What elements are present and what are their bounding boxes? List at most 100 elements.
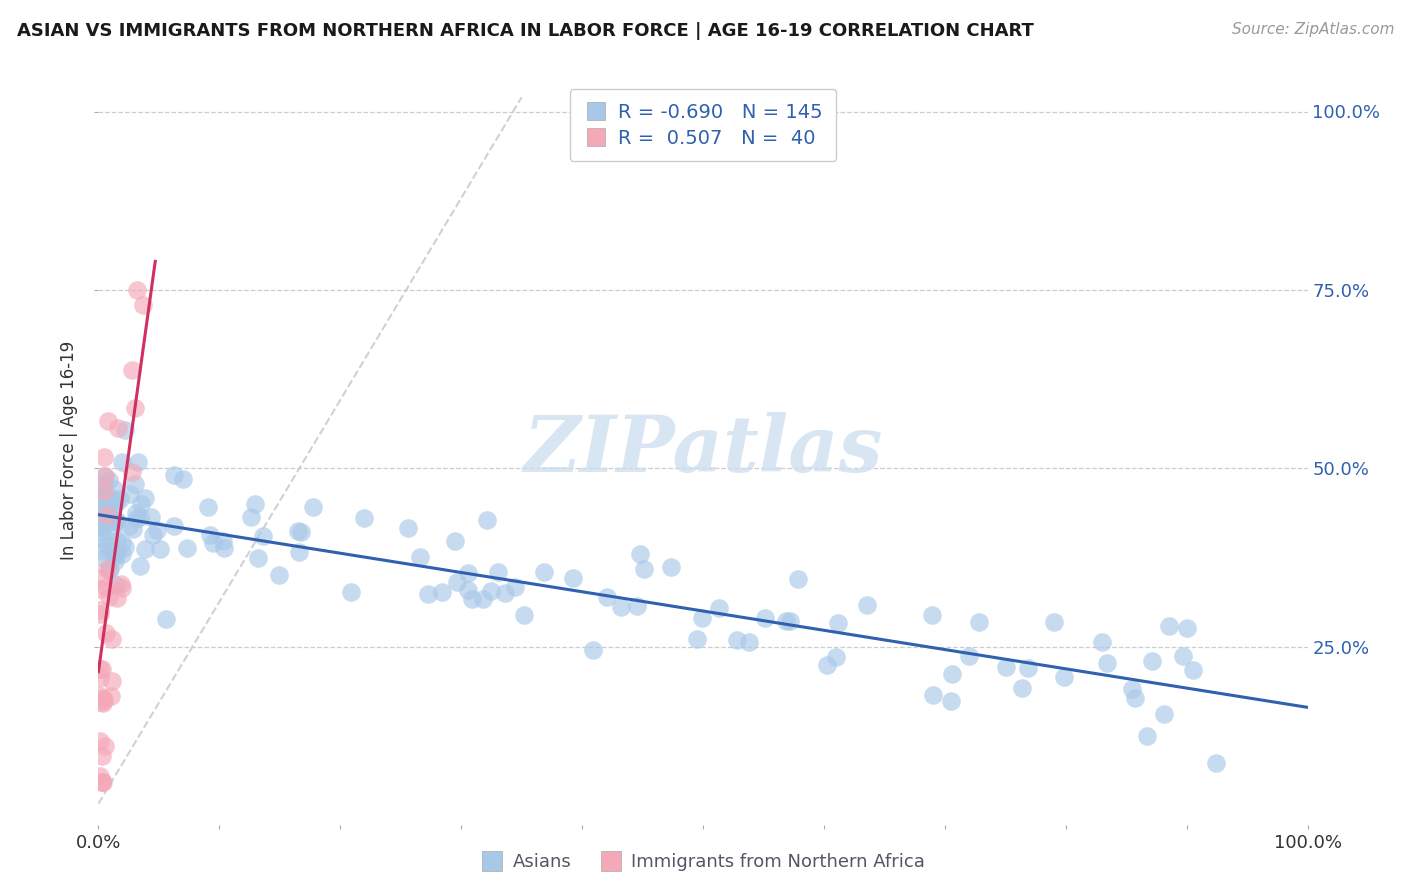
Point <box>416 587 439 601</box>
Point <box>118 486 141 500</box>
Point <box>105 496 128 510</box>
Point <box>856 598 879 612</box>
Point <box>108 491 131 506</box>
Point <box>596 591 619 605</box>
Point <box>96 508 118 522</box>
Point <box>243 497 266 511</box>
Point <box>1053 670 1076 684</box>
Point <box>101 673 124 688</box>
Point <box>89 769 111 783</box>
Point <box>91 510 114 524</box>
Point <box>114 423 136 437</box>
Point <box>815 658 838 673</box>
Point <box>1017 660 1039 674</box>
Point <box>94 739 117 754</box>
Point <box>129 559 152 574</box>
Point <box>214 541 236 555</box>
Point <box>96 516 118 530</box>
Point <box>1123 691 1146 706</box>
Point <box>121 362 143 376</box>
Point <box>91 696 114 710</box>
Point <box>134 491 156 506</box>
Point <box>97 563 120 577</box>
Point <box>93 550 115 565</box>
Point <box>91 520 114 534</box>
Point <box>96 562 118 576</box>
Point <box>146 523 169 537</box>
Point <box>89 662 111 676</box>
Point <box>90 571 112 585</box>
Point <box>124 476 146 491</box>
Point <box>1177 621 1199 635</box>
Point <box>125 506 148 520</box>
Point <box>97 414 120 428</box>
Point <box>91 524 114 539</box>
Point <box>488 565 510 579</box>
Point <box>1095 657 1118 671</box>
Point <box>457 583 479 598</box>
Point <box>97 501 120 516</box>
Point <box>98 493 121 508</box>
Point <box>90 662 112 676</box>
Point <box>104 549 127 564</box>
Point <box>89 689 111 703</box>
Point <box>267 567 290 582</box>
Point <box>93 476 115 491</box>
Point <box>246 551 269 566</box>
Point <box>446 574 468 589</box>
Point <box>94 625 117 640</box>
Point <box>104 514 127 528</box>
Point <box>107 421 129 435</box>
Point <box>91 484 114 499</box>
Point <box>494 585 516 599</box>
Point <box>690 611 713 625</box>
Point <box>101 514 124 528</box>
Point <box>240 510 263 524</box>
Point <box>628 547 651 561</box>
Point <box>633 562 655 576</box>
Point <box>98 591 121 605</box>
Point <box>97 504 120 518</box>
Point <box>201 535 224 549</box>
Point <box>1011 681 1033 695</box>
Point <box>90 775 112 789</box>
Point <box>132 298 155 312</box>
Point <box>104 547 127 561</box>
Legend: R = -0.690   N = 145, R =  0.507   N =  40: R = -0.690 N = 145, R = 0.507 N = 40 <box>569 89 837 161</box>
Point <box>1091 634 1114 648</box>
Point <box>94 580 117 594</box>
Point <box>513 607 536 622</box>
Text: ZIPatlas: ZIPatlas <box>523 412 883 489</box>
Point <box>787 573 810 587</box>
Y-axis label: In Labor Force | Age 16-19: In Labor Force | Age 16-19 <box>60 341 79 560</box>
Legend: Asians, Immigrants from Northern Africa: Asians, Immigrants from Northern Africa <box>474 847 932 879</box>
Point <box>98 491 121 506</box>
Point <box>922 688 945 702</box>
Point <box>142 528 165 542</box>
Point <box>287 524 309 538</box>
Point <box>93 692 115 706</box>
Point <box>302 500 325 514</box>
Point <box>921 607 943 622</box>
Point <box>340 585 363 599</box>
Point <box>111 455 134 469</box>
Point <box>105 591 128 605</box>
Point <box>457 566 479 580</box>
Point <box>155 612 177 626</box>
Point <box>105 514 128 528</box>
Point <box>139 510 162 524</box>
Point <box>626 599 648 613</box>
Point <box>93 450 115 464</box>
Point <box>97 496 120 510</box>
Point <box>197 500 219 514</box>
Text: Source: ZipAtlas.com: Source: ZipAtlas.com <box>1232 22 1395 37</box>
Point <box>111 547 134 561</box>
Point <box>754 611 776 625</box>
Point <box>91 531 114 545</box>
Point <box>995 660 1018 674</box>
Point <box>200 527 222 541</box>
Point <box>89 603 111 617</box>
Point <box>121 466 143 480</box>
Point <box>91 544 114 558</box>
Point <box>163 519 186 533</box>
